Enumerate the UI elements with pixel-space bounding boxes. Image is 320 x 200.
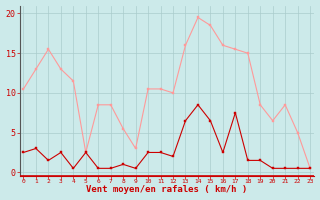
X-axis label: Vent moyen/en rafales ( km/h ): Vent moyen/en rafales ( km/h )	[86, 185, 247, 194]
